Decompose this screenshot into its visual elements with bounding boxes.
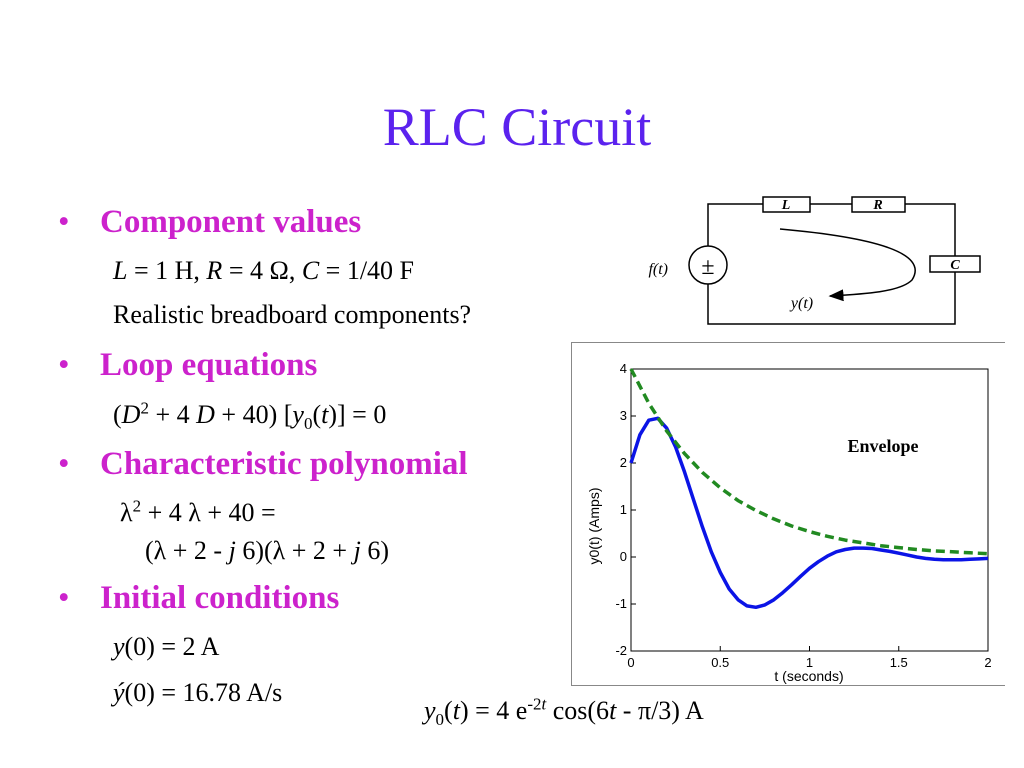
x-axis-label: t (seconds) [774,668,843,684]
plot-ticks: 0 0.5 1 1.5 2 -2 -1 0 1 2 3 4 [615,361,991,670]
component-values-line: L = 1 H, R = 4 Ω, C = 1/40 F [113,256,415,285]
polynomial-line-2: (λ + 2 - j 6)(λ + 2 + j 6) [145,536,389,565]
resistance-value: 4 Ω [249,256,289,285]
x-tick-label: 1 [806,655,813,670]
bullet-heading: Component values [100,204,362,240]
inductance-value: 1 H [155,256,194,285]
y-tick-label: 0 [620,549,627,564]
bullet-initial-conditions: • Initial conditions [58,582,339,615]
bullet-marker: • [58,446,70,482]
y-tick-label: -2 [615,643,627,658]
bullet-heading: Characteristic polynomial [100,446,468,482]
y-tick-label: 2 [620,455,627,470]
loop-equation: (D2 + 4 D + 40) [y0(t)] = 0 [113,398,387,434]
x-tick-label: 0.5 [711,655,729,670]
bullet-marker: • [58,347,70,383]
component-note: Realistic breadboard components? [113,300,472,329]
capacitance-value: 1/40 F [346,256,415,285]
initial-condition-y: y(0) = 2 A [113,632,220,661]
bullet-characteristic-polynomial: • Characteristic polynomial [58,448,468,481]
resistor-label: R [872,198,882,213]
initial-condition-dy: ý(0) = 16.78 A/s [113,678,283,707]
x-tick-label: 0 [627,655,634,670]
bullet-loop-equations: • Loop equations [58,349,317,382]
capacitor-box [929,255,981,273]
capacitor-label: C [950,258,960,273]
envelope-series-line [629,368,989,556]
bullet-marker: • [58,204,70,240]
inductor-box [762,196,811,213]
polynomial-line-1: λ2 + 4 λ + 40 = [120,496,276,527]
y-tick-label: 3 [620,408,627,423]
envelope-annotation: Envelope [847,436,918,456]
slide-title: RLC Circuit [382,97,652,157]
rlc-circuit-diagram: L R C ± f(t) y(t) [648,196,981,325]
x-tick-label: 2 [984,655,991,670]
x-tick-label: 1.5 [890,655,908,670]
input-label: f(t) [648,261,668,278]
y-tick-label: 1 [620,502,627,517]
loop-current-arrow [779,228,916,302]
voltage-source-icon [688,245,728,285]
y-axis-label: y0(t) (Amps) [586,488,602,565]
bullet-heading: Initial conditions [100,580,340,616]
bullet-heading: Loop equations [100,347,318,383]
source-symbol: ± [701,254,714,280]
resistor-box [851,196,906,213]
response-series-line [629,416,989,610]
inductor-label: L [781,198,791,213]
plot-axes-box [630,368,989,652]
bullet-marker: • [58,580,70,616]
y-tick-label: -1 [615,596,627,611]
solution-formula: y0(t) = 4 e-2t cos(6t - π/3) A [424,694,704,730]
y-tick-label: 4 [620,361,627,376]
output-label: y(t) [789,295,813,312]
bullet-component-values: • Component values [58,206,361,239]
circuit-wires [707,203,956,325]
plot-series [629,368,989,610]
